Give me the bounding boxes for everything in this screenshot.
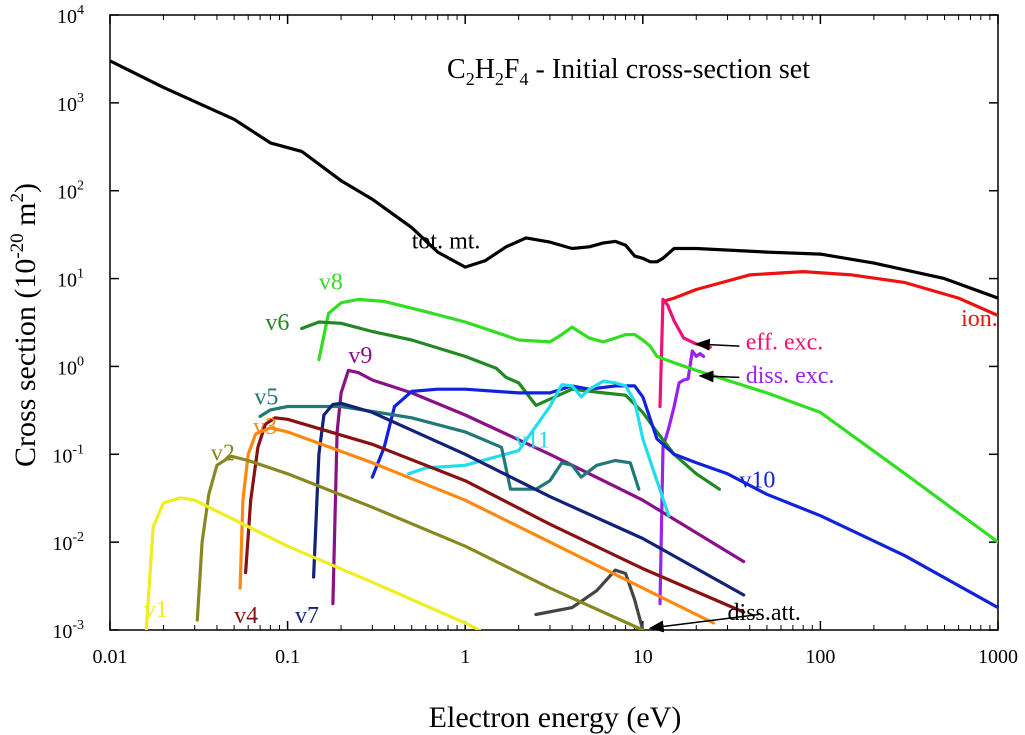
series-line-diss-exc: [658, 349, 706, 606]
y-tick-label: 10-2: [52, 530, 84, 555]
series-label-v8: v8: [319, 270, 343, 296]
y-tick-label: 102: [57, 179, 84, 204]
series-line-diss-att: [534, 568, 645, 630]
annotation-arrow: [648, 613, 759, 633]
series-label-diss-exc: diss. exc.: [746, 363, 835, 389]
series-line-v3: [238, 426, 716, 625]
series-label-v4: v4: [234, 603, 258, 629]
series-line-v8: [317, 297, 998, 544]
series-label-tot-mt: tot. mt.: [412, 228, 481, 254]
series-line-v10: [370, 384, 998, 610]
series-line-v2: [195, 454, 645, 630]
series-group: [110, 59, 998, 630]
y-tick-label: 104: [57, 3, 84, 28]
y-tick-label: 103: [57, 91, 84, 116]
plot-area: 0.01 0.1 1 10 100 1000 10-3 10-2 10-1 100 101 102 10…: [52, 3, 1018, 668]
x-tick-label: 1: [460, 646, 470, 668]
series-label-eff-exc: eff. exc.: [746, 330, 824, 356]
x-tick-label: 0.01: [93, 646, 128, 668]
series-label-v10: v10: [739, 467, 775, 493]
series-label-v6: v6: [265, 310, 289, 336]
y-axis-label: Cross section (10-20 m2): [7, 183, 42, 467]
series-label-v1: v1: [144, 597, 168, 623]
series-label-v9: v9: [348, 343, 372, 369]
x-tick-label: 1000: [978, 646, 1018, 668]
series-label-v2: v2: [211, 440, 235, 466]
series-label-v5: v5: [254, 384, 278, 410]
series-label-v11: v11: [515, 427, 550, 453]
x-axis-label: Electron energy (eV): [429, 701, 682, 734]
series-line-tot-mt: [110, 59, 998, 300]
x-tick-label: 100: [805, 646, 835, 668]
y-tick-label: 10-1: [52, 442, 84, 467]
plot-frame: [109, 14, 999, 631]
series-line-v7: [312, 401, 746, 597]
y-tick-label: 10-3: [52, 618, 84, 643]
x-tick-label: 10: [633, 646, 653, 668]
series-label-v7: v7: [295, 603, 319, 629]
annotation-arrow: [698, 370, 740, 383]
series-label-diss-att: diss.att.: [728, 600, 801, 626]
series-line-ion: [661, 270, 998, 318]
series-line-v11: [407, 379, 671, 518]
series-label-v3: v3: [253, 414, 277, 440]
annotation-arrow: [694, 338, 740, 351]
series-line-v1: [144, 496, 481, 630]
x-tick-label: 0.1: [275, 646, 300, 668]
series-label-ion: ion.: [961, 306, 998, 332]
series-line-v4: [244, 416, 746, 614]
y-tick-label: 101: [57, 267, 84, 292]
chart-title: C2H2F4 - Initial cross-section set: [447, 54, 810, 89]
series-line-eff-exc: [658, 297, 712, 409]
y-tick-label: 100: [57, 354, 84, 379]
